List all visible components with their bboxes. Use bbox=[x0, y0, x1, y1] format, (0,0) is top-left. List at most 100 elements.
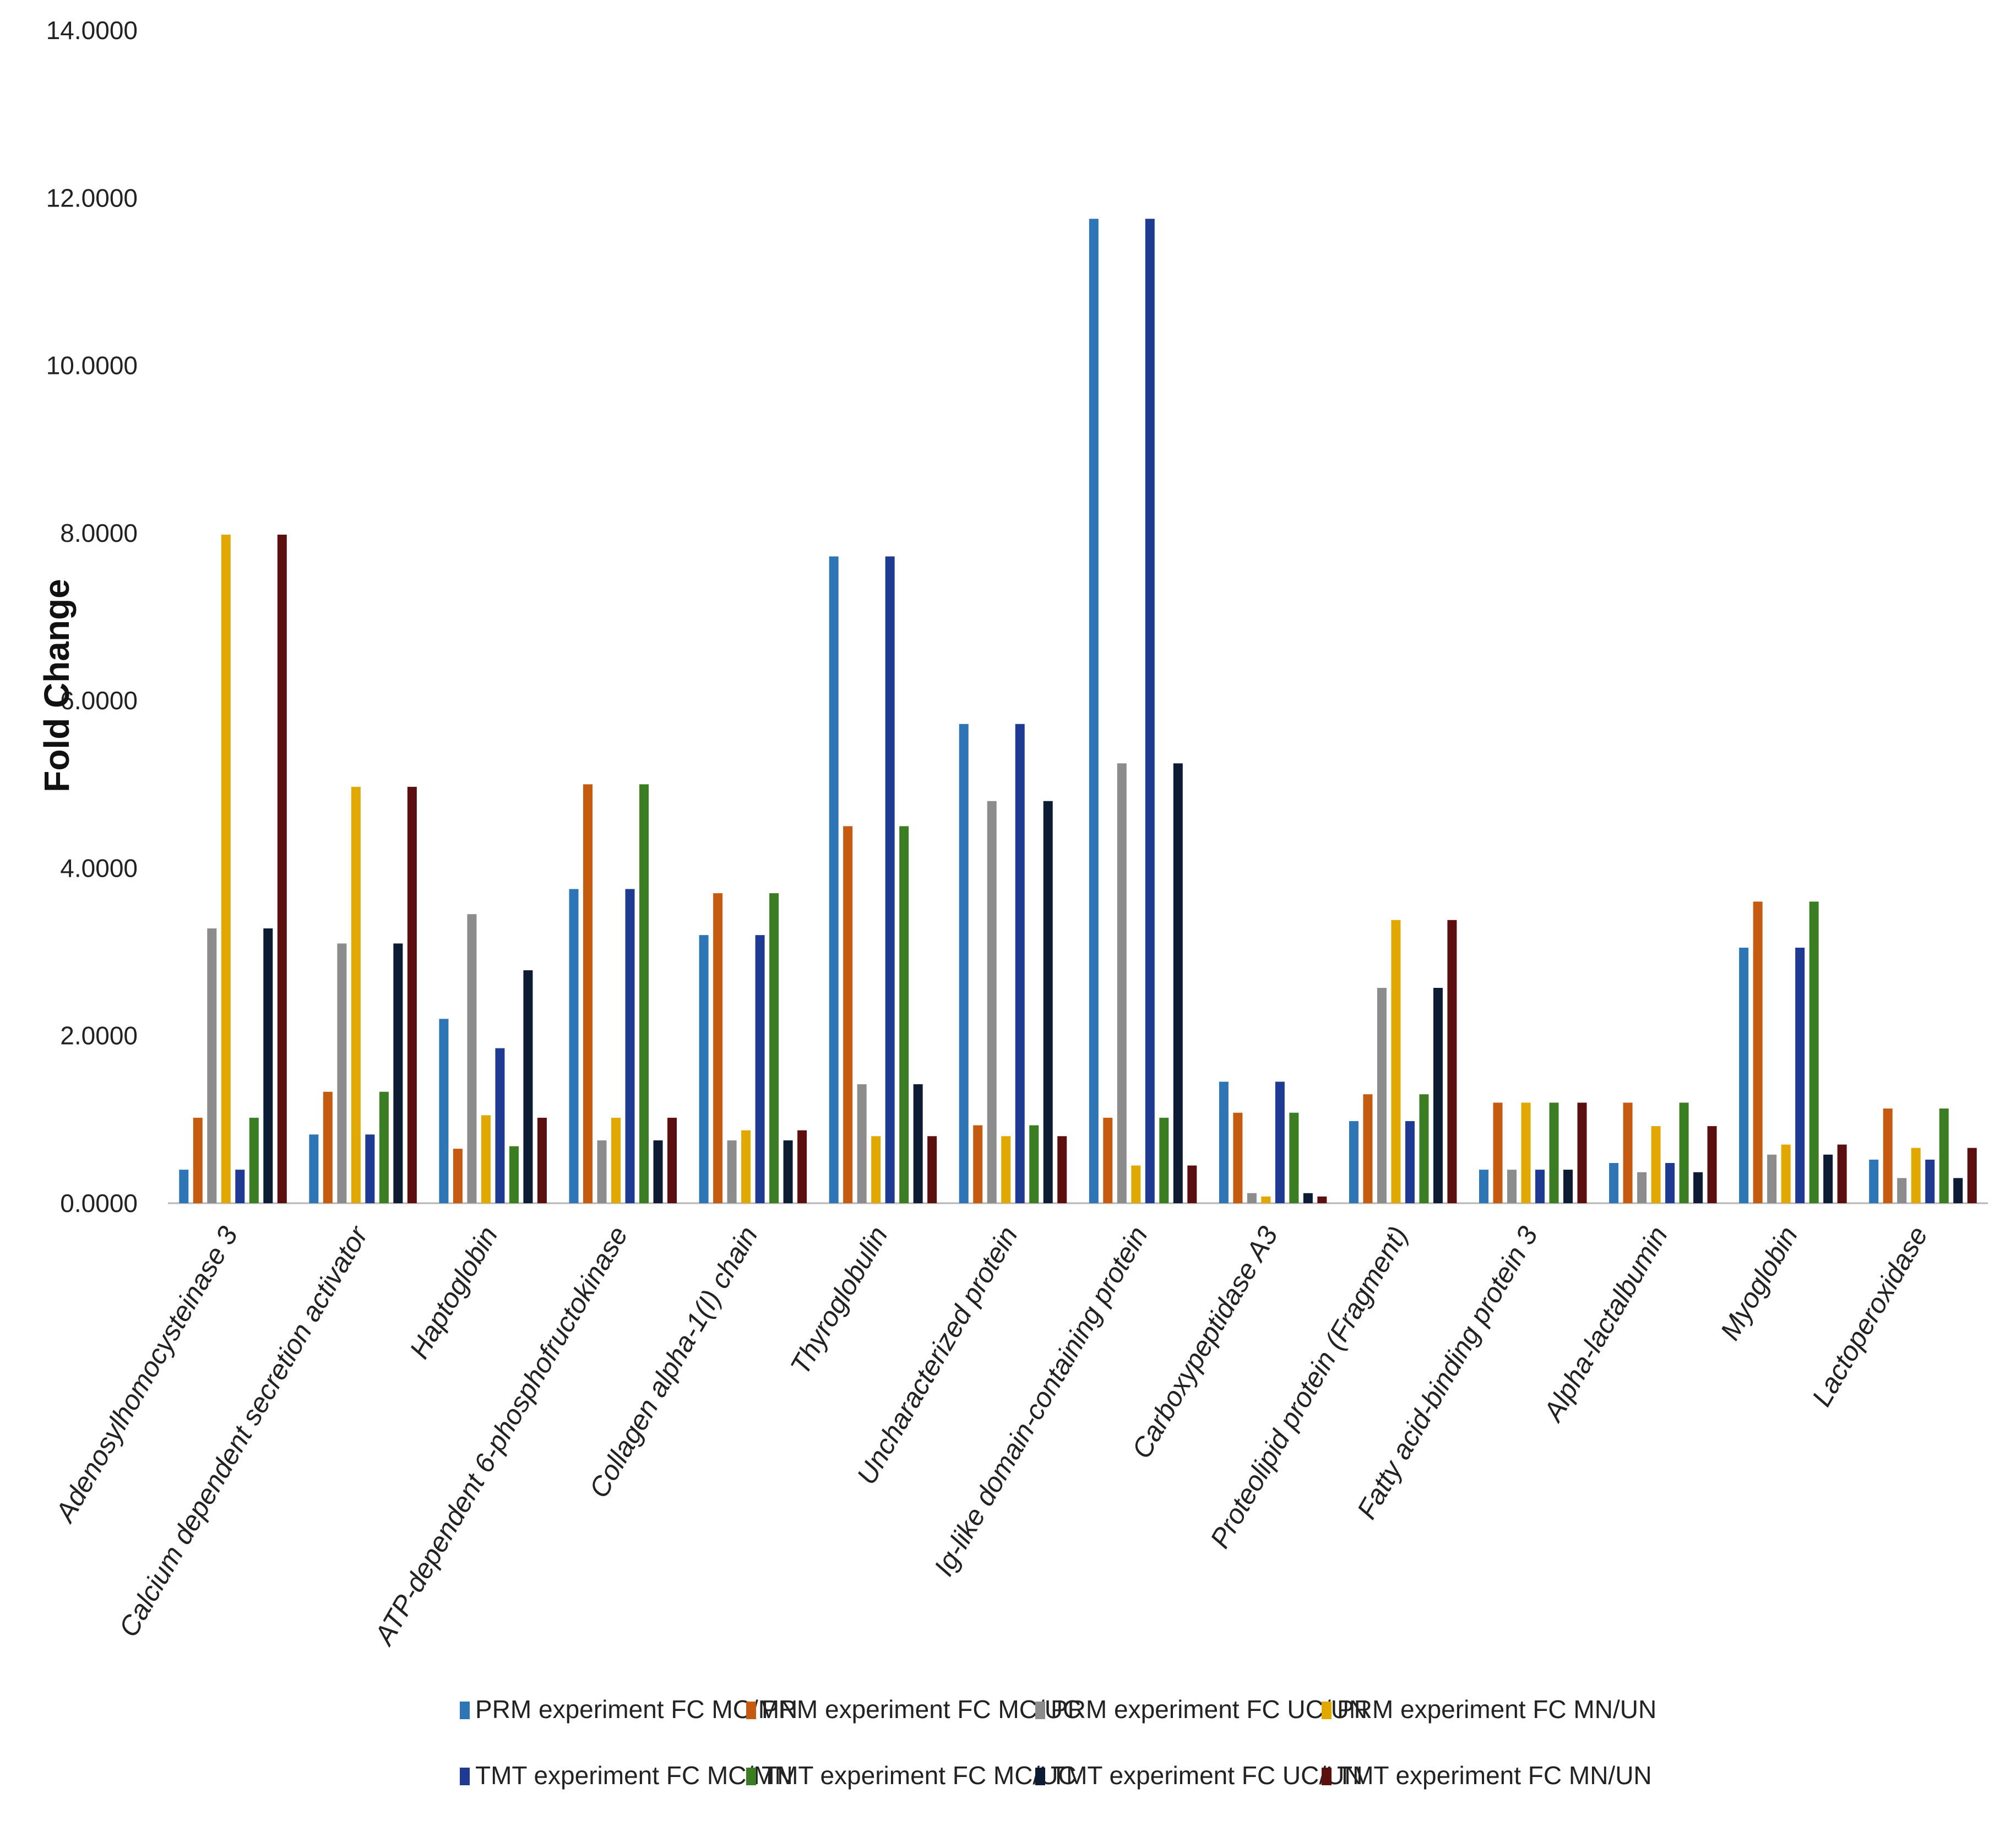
bar bbox=[277, 534, 287, 1203]
y-tick-label: 2.0000 bbox=[60, 1021, 138, 1050]
bar bbox=[1103, 1117, 1113, 1203]
bar bbox=[1001, 1136, 1011, 1203]
bar bbox=[407, 786, 417, 1203]
bar bbox=[249, 1117, 259, 1203]
bar bbox=[639, 784, 649, 1203]
bar bbox=[1665, 1162, 1675, 1203]
bar bbox=[1405, 1121, 1415, 1203]
bar bbox=[1693, 1172, 1703, 1203]
bar bbox=[1577, 1102, 1587, 1203]
bar bbox=[1433, 987, 1443, 1203]
bar bbox=[439, 1019, 449, 1203]
bar bbox=[1521, 1102, 1531, 1203]
bar bbox=[927, 1136, 937, 1203]
y-tick-label: 8.0000 bbox=[60, 519, 138, 547]
bar bbox=[1131, 1165, 1141, 1203]
bar bbox=[1507, 1170, 1517, 1203]
bar bbox=[263, 928, 273, 1203]
bar bbox=[1925, 1159, 1935, 1203]
bar bbox=[1609, 1162, 1619, 1203]
bar bbox=[337, 943, 347, 1203]
legend-item: TMT experiment FC MC/MN bbox=[460, 1761, 793, 1790]
legend-item: PRM experiment FC MN/UN bbox=[1322, 1695, 1656, 1724]
bar-group bbox=[1739, 901, 1847, 1203]
legend-item: PRM experiment FC MC/MN bbox=[460, 1695, 797, 1724]
bar bbox=[351, 786, 361, 1203]
bar bbox=[899, 826, 909, 1203]
legend-swatch bbox=[460, 1702, 470, 1719]
bar bbox=[1145, 219, 1155, 1204]
y-tick-label: 6.0000 bbox=[60, 686, 138, 715]
bar bbox=[379, 1091, 389, 1203]
bar bbox=[1883, 1108, 1893, 1203]
y-tick-label: 12.0000 bbox=[46, 183, 138, 212]
bar bbox=[843, 826, 853, 1203]
legend-swatch bbox=[1322, 1702, 1332, 1719]
bar bbox=[1479, 1170, 1488, 1203]
bar bbox=[467, 914, 477, 1203]
bar bbox=[1159, 1117, 1169, 1203]
bar bbox=[323, 1091, 333, 1203]
bar bbox=[495, 1048, 505, 1203]
bar bbox=[1651, 1126, 1661, 1203]
y-axis-title: Fold Change bbox=[37, 579, 77, 792]
bar-group bbox=[1089, 219, 1197, 1204]
bar bbox=[699, 935, 709, 1203]
bar bbox=[569, 889, 579, 1203]
bar bbox=[769, 893, 779, 1203]
bar bbox=[1391, 920, 1401, 1203]
bar bbox=[1795, 947, 1805, 1203]
bar bbox=[193, 1117, 203, 1203]
bar-group bbox=[439, 914, 547, 1203]
category-label: Myoglobin bbox=[1714, 1221, 1803, 1345]
bar bbox=[755, 935, 765, 1203]
y-tick-label: 4.0000 bbox=[60, 854, 138, 882]
bar bbox=[523, 970, 533, 1203]
bar bbox=[1015, 724, 1025, 1203]
bar bbox=[309, 1134, 319, 1203]
legend-label: TMT experiment FC MC/MN bbox=[475, 1761, 793, 1790]
bar-group bbox=[699, 893, 807, 1203]
bar bbox=[221, 534, 231, 1203]
bar bbox=[1953, 1178, 1963, 1203]
bar bbox=[1823, 1154, 1833, 1203]
bar bbox=[913, 1084, 923, 1203]
y-tick-label: 14.0000 bbox=[46, 16, 138, 45]
bar bbox=[1767, 1154, 1777, 1203]
bar bbox=[1029, 1125, 1039, 1203]
legend-label: TMT experiment FC MC/UC bbox=[762, 1761, 1077, 1790]
y-axis-ticks: 0.0000 2.0000 4.0000 6.0000 8.0000 10.0000 12.… bbox=[46, 16, 138, 1218]
bar-group bbox=[829, 556, 937, 1203]
bar bbox=[1349, 1121, 1359, 1203]
bar bbox=[1967, 1148, 1977, 1203]
legend-swatch bbox=[1322, 1768, 1332, 1785]
bar bbox=[1187, 1165, 1197, 1203]
legend-label: PRM experiment FC MC/UC bbox=[762, 1695, 1081, 1724]
bar bbox=[393, 943, 403, 1203]
bar bbox=[1275, 1082, 1285, 1203]
legend-swatch bbox=[1035, 1702, 1045, 1719]
legend-label: PRM experiment FC MC/MN bbox=[475, 1695, 797, 1724]
bar bbox=[1837, 1144, 1847, 1203]
legend-item: PRM experiment FC MC/UC bbox=[746, 1695, 1081, 1724]
bar bbox=[1247, 1193, 1257, 1203]
legend-label: PRM experiment FC MN/UN bbox=[1337, 1695, 1656, 1724]
category-label: Lactoperoxidase bbox=[1806, 1221, 1934, 1412]
bar bbox=[235, 1170, 245, 1203]
bar bbox=[583, 784, 593, 1203]
bar bbox=[741, 1130, 751, 1203]
bar bbox=[1549, 1102, 1559, 1203]
bar bbox=[857, 1084, 867, 1203]
bar bbox=[1289, 1112, 1299, 1203]
bar-group bbox=[569, 784, 677, 1203]
bar bbox=[1911, 1148, 1921, 1203]
bar bbox=[1869, 1159, 1879, 1203]
bar bbox=[1939, 1108, 1949, 1203]
bar bbox=[797, 1130, 807, 1203]
legend-item: TMT experiment FC UC/UN bbox=[1035, 1761, 1363, 1790]
bar bbox=[1303, 1193, 1313, 1203]
legend-label: TMT experiment FC MN/UN bbox=[1337, 1761, 1652, 1790]
bar bbox=[1447, 920, 1457, 1203]
